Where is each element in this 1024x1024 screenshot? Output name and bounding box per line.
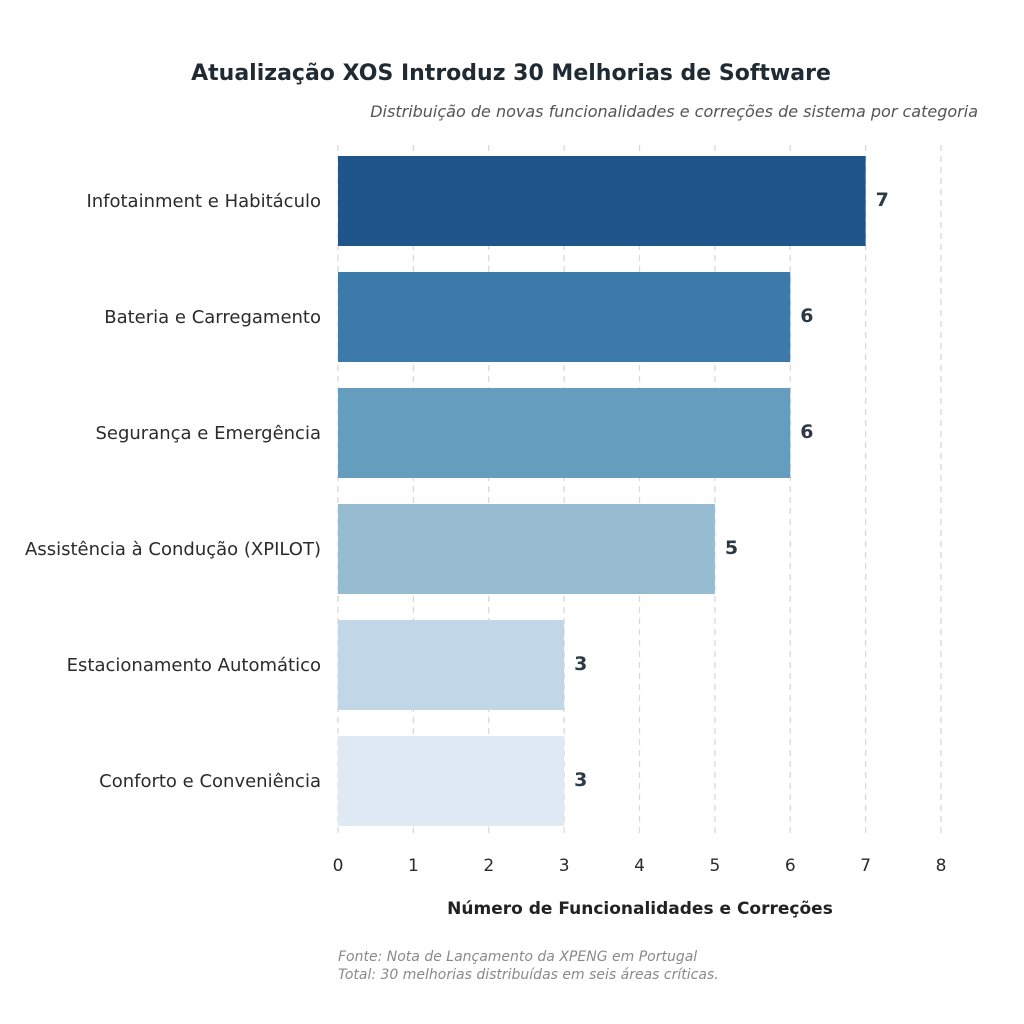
chart-subtitle: Distribuição de novas funcionalidades e … [370, 102, 978, 121]
chart-title: Atualização XOS Introduz 30 Melhorias de… [191, 61, 831, 86]
value-label: 3 [574, 653, 587, 675]
bar [338, 156, 866, 246]
category-label: Segurança e Emergência [95, 423, 321, 444]
x-tick-label: 5 [709, 856, 720, 876]
category-label: Bateria e Carregamento [104, 307, 321, 328]
value-labels: 7 6 6 5 3 3 [574, 189, 889, 791]
x-tick-label: 8 [936, 856, 947, 876]
x-tick-label: 7 [860, 856, 871, 876]
category-labels: Infotainment e Habitáculo Bateria e Carre… [25, 191, 321, 792]
x-tick-label: 6 [785, 856, 796, 876]
x-tick-label: 3 [559, 856, 570, 876]
x-tick-label: 4 [634, 856, 645, 876]
category-label: Conforto e Conveniência [99, 771, 321, 792]
value-label: 5 [725, 537, 738, 559]
bar [338, 388, 791, 478]
bar [338, 620, 565, 710]
footnote-total: Total: 30 melhorias distribuídas em seis… [338, 967, 719, 983]
bar [338, 272, 791, 362]
bar [338, 736, 565, 826]
value-label: 6 [800, 421, 813, 443]
category-label: Assistência à Condução (XPILOT) [25, 539, 321, 560]
value-label: 3 [574, 769, 587, 791]
category-label: Infotainment e Habitáculo [86, 191, 321, 212]
value-label: 6 [800, 305, 813, 327]
grid-lines [337, 145, 942, 838]
x-tick-label: 2 [483, 856, 494, 876]
footnote-source: Fonte: Nota de Lançamento da XPENG em Po… [338, 949, 697, 965]
x-tick-label: 1 [408, 856, 419, 876]
bar [338, 504, 715, 594]
category-label: Estacionamento Automático [67, 655, 321, 676]
x-tick-labels: 0 1 2 3 4 5 6 7 8 [333, 856, 947, 876]
value-label: 7 [876, 189, 889, 211]
bars [338, 156, 866, 826]
x-tick-label: 0 [333, 856, 344, 876]
x-axis-label: Número de Funcionalidades e Correções [447, 899, 833, 919]
